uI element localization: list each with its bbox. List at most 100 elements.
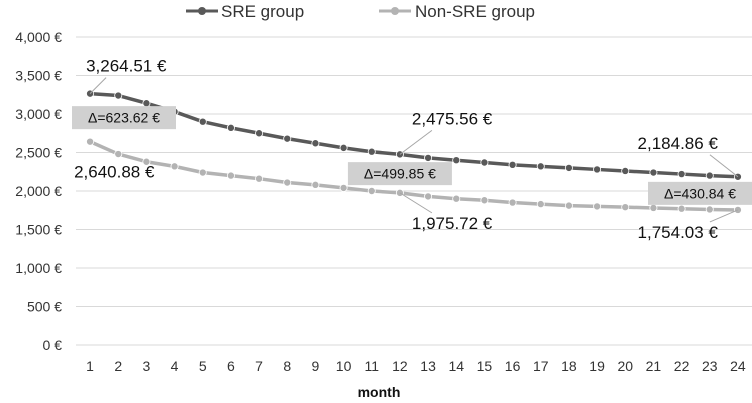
annotation-leader — [709, 209, 739, 223]
data-point — [424, 192, 433, 201]
legend-label-sre: SRE group — [221, 2, 304, 21]
data-point — [452, 194, 461, 203]
value-annotation: 2,640.88 € — [74, 163, 155, 182]
value-annotation: 1,975.72 € — [412, 214, 493, 233]
difference-label: Δ=430.84 € — [664, 185, 736, 201]
x-tick-label: 2 — [114, 358, 122, 374]
x-tick-label: 18 — [561, 358, 577, 374]
data-point — [536, 162, 545, 171]
x-tick-label: 13 — [420, 358, 436, 374]
data-point — [593, 202, 602, 211]
x-tick-label: 9 — [312, 358, 320, 374]
data-point — [367, 186, 376, 195]
difference-box — [648, 181, 752, 205]
x-tick-label: 22 — [674, 358, 690, 374]
data-point — [705, 205, 714, 214]
series-line-non-sre — [89, 140, 738, 212]
data-point — [564, 201, 573, 210]
annotation-leader — [709, 154, 739, 178]
x-tick-label: 12 — [392, 358, 408, 374]
x-tick-label: 14 — [448, 358, 464, 374]
data-point — [198, 168, 207, 177]
value-annotation: 3,264.51 € — [86, 57, 167, 76]
x-tick-label: 3 — [143, 358, 151, 374]
data-point — [226, 123, 235, 132]
difference-box — [347, 162, 452, 186]
data-point — [733, 205, 742, 214]
data-point — [339, 183, 348, 192]
data-point — [255, 174, 264, 183]
x-tick-label: 5 — [199, 358, 207, 374]
annotation-leader — [399, 129, 433, 155]
value-annotation: 2,475.56 € — [412, 109, 493, 128]
legend-marker-non-sre — [391, 7, 399, 15]
data-point — [311, 180, 320, 189]
y-tick-label: 1,500 € — [15, 222, 62, 238]
x-tick-label: 24 — [730, 358, 746, 374]
axes: 0 € 500 € 1,000 € 1,500 € 2,000 € 2,500 € 3,00… — [15, 29, 746, 374]
data-point — [198, 117, 207, 126]
annotation-leader — [89, 77, 107, 94]
x-tick-label: 20 — [617, 358, 633, 374]
data-point — [480, 158, 489, 167]
data-point — [508, 160, 517, 169]
series-lines — [86, 89, 742, 214]
data-point — [367, 147, 376, 156]
x-tick-label: 21 — [646, 358, 662, 374]
data-point — [677, 204, 686, 213]
data-point — [339, 143, 348, 152]
data-point — [480, 196, 489, 205]
data-point — [86, 137, 95, 146]
y-tick-label: 2,500 € — [15, 145, 62, 161]
data-point — [649, 203, 658, 212]
x-tick-label: 1 — [86, 358, 94, 374]
x-tick-label: 10 — [336, 358, 352, 374]
annotation-leader — [399, 192, 433, 214]
y-tick-label: 1,000 € — [15, 260, 62, 276]
data-point — [283, 178, 292, 187]
data-point — [114, 150, 123, 159]
difference-label: Δ=623.62 € — [88, 110, 160, 126]
data-point — [226, 171, 235, 180]
data-point — [170, 162, 179, 171]
data-point — [424, 153, 433, 162]
y-tick-label: 2,000 € — [15, 183, 62, 199]
difference-label: Δ=499.85 € — [364, 166, 436, 182]
legend-label-non-sre: Non-SRE group — [415, 2, 535, 21]
y-tick-label: 0 € — [43, 337, 63, 353]
x-axis-title: month — [358, 384, 401, 400]
x-tick-label: 17 — [533, 358, 549, 374]
series-line-sre — [89, 91, 738, 179]
x-tick-label: 4 — [171, 358, 179, 374]
data-point — [283, 134, 292, 143]
x-tick-label: 23 — [702, 358, 718, 374]
x-tick-label: 8 — [283, 358, 291, 374]
legend: SRE group Non-SRE group — [186, 2, 535, 21]
gridlines — [76, 36, 752, 346]
x-tick-label: 7 — [255, 358, 263, 374]
data-point — [649, 168, 658, 177]
y-tick-label: 500 € — [27, 299, 62, 315]
y-tick-label: 4,000 € — [15, 29, 62, 45]
data-point — [508, 198, 517, 207]
data-point — [114, 91, 123, 100]
data-point — [452, 156, 461, 165]
data-point — [142, 157, 151, 166]
data-point — [142, 99, 151, 108]
data-point — [677, 170, 686, 179]
data-point — [593, 165, 602, 174]
x-tick-label: 19 — [589, 358, 605, 374]
x-tick-label: 15 — [477, 358, 493, 374]
data-point — [564, 163, 573, 172]
x-tick-label: 11 — [364, 358, 379, 374]
data-point — [255, 129, 264, 138]
data-point — [311, 139, 320, 148]
difference-box — [72, 106, 176, 130]
value-annotation: 1,754.03 € — [638, 223, 719, 242]
y-tick-label: 3,500 € — [15, 68, 62, 84]
data-point — [395, 188, 404, 197]
y-tick-label: 3,000 € — [15, 106, 62, 122]
data-point — [621, 203, 630, 212]
data-point — [621, 166, 630, 175]
